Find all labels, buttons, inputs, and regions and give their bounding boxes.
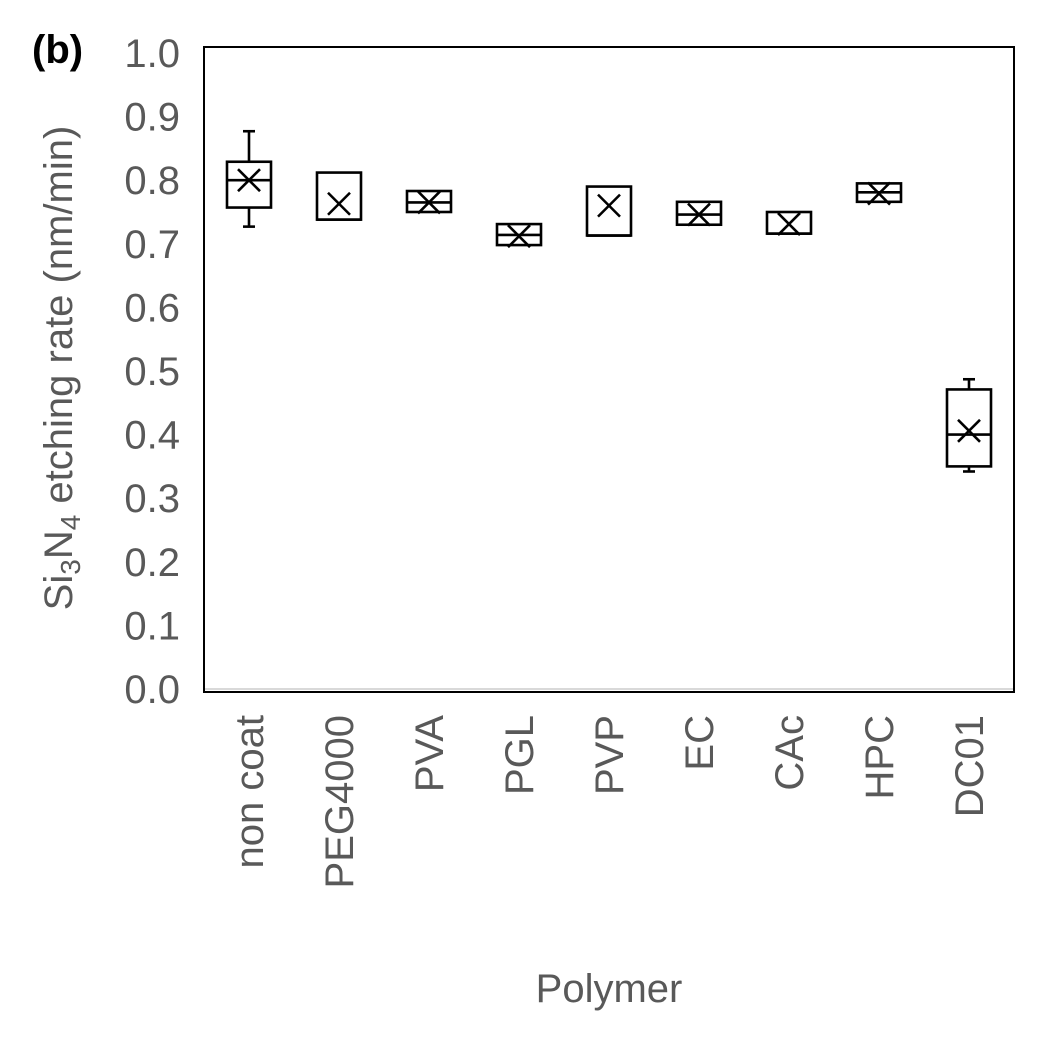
- y-tick-label: 0.1: [124, 604, 180, 648]
- box-peg4000: [315, 171, 363, 221]
- mean-marker: [327, 191, 351, 216]
- category-label: CAc: [768, 715, 812, 791]
- y-tick-label: 0.6: [124, 286, 180, 330]
- mean-marker: [507, 224, 531, 249]
- y-axis-title: Si3N4 etching rate (nm/min): [37, 126, 86, 611]
- y-tick-label: 0.3: [124, 477, 180, 521]
- y-tick-label: 0.4: [124, 414, 180, 458]
- category-label: PGL: [498, 715, 542, 795]
- y-axis-title-subscript: 3: [55, 559, 86, 575]
- box-hpc: [855, 181, 903, 206]
- category-label: non coat: [228, 715, 272, 868]
- y-tick-label: 0.9: [124, 96, 180, 140]
- box-series: [225, 129, 993, 473]
- box-iqr: [225, 160, 273, 209]
- y-tick-label: 1.0: [124, 32, 180, 76]
- y-axis-title-part: N: [37, 530, 81, 559]
- category-label: HPC: [858, 715, 902, 799]
- x-axis-title: Polymer: [536, 967, 683, 1011]
- y-tick-label: 0.8: [124, 159, 180, 203]
- category-label: PVA: [408, 715, 452, 792]
- category-label: EC: [678, 715, 722, 771]
- box-pgl: [495, 222, 543, 249]
- panel-label: (b): [32, 28, 83, 72]
- mean-marker: [687, 202, 711, 227]
- box-dc01: [945, 377, 993, 473]
- svg-text:Si3N4 etching rate (nm/min): Si3N4 etching rate (nm/min): [37, 126, 86, 611]
- y-axis-title-subscript: 4: [55, 515, 86, 531]
- box-cac: [765, 210, 813, 237]
- y-tick-label: 0.2: [124, 541, 180, 585]
- category-labels: non coat PEG4000 PVA PGL PVP EC CAc HPC DC01: [228, 715, 992, 889]
- y-tick-label: 0.0: [124, 668, 180, 712]
- box-pva: [405, 189, 453, 215]
- y-tick-label: 0.5: [124, 350, 180, 394]
- mean-marker: [417, 190, 441, 215]
- mean-marker: [597, 193, 621, 218]
- y-tick-label: 0.7: [124, 223, 180, 267]
- mean-marker: [867, 181, 891, 206]
- plot-area: [203, 46, 1015, 693]
- box-pvp: [585, 185, 633, 237]
- y-tick-labels: 0.0 0.1 0.2 0.3 0.4 0.5 0.6 0.7 0.8 0.9 1.0: [124, 32, 180, 712]
- y-axis-title-part: Si: [37, 575, 81, 611]
- mean-marker: [237, 168, 261, 193]
- mean-marker: [957, 418, 981, 443]
- category-label: PVP: [588, 715, 632, 795]
- box-iqr: [945, 388, 993, 468]
- box-non-coat: [225, 129, 273, 228]
- y-axis-title-part: etching rate (nm/min): [37, 126, 81, 515]
- mean-marker: [777, 212, 801, 237]
- box-ec: [675, 200, 723, 227]
- category-label: PEG4000: [318, 715, 362, 888]
- category-label: DC01: [948, 715, 992, 817]
